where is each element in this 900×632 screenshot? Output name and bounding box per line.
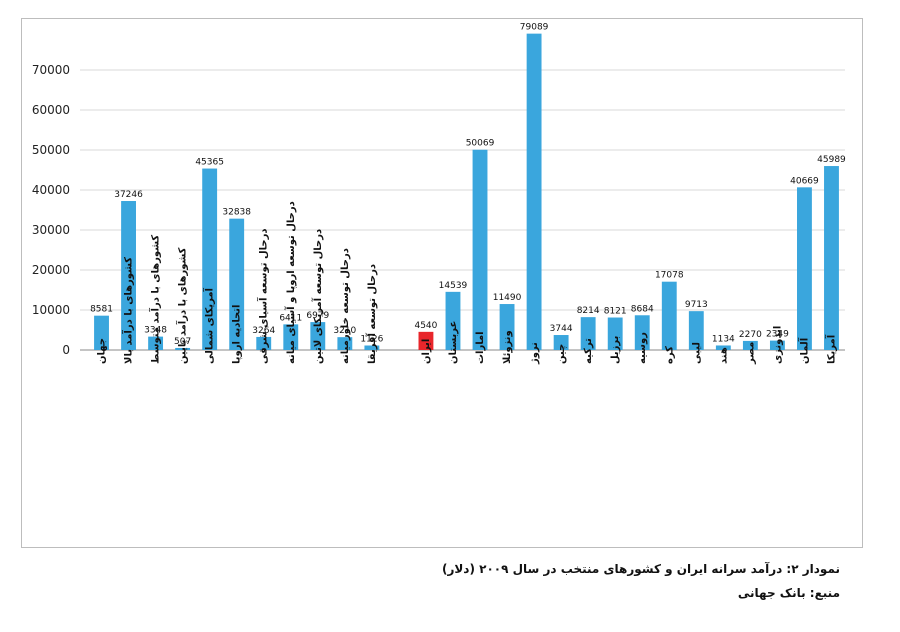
bar-value-label: 14539 [439,281,468,291]
x-tick-label: کره [664,346,675,364]
bar-value-label: 50069 [466,139,495,149]
bar-value-label: 8121 [604,307,627,317]
bar [202,168,218,350]
x-tick-label: چین [556,344,567,364]
x-tick-label: درحال توسعه آفریقا [365,264,378,364]
y-tick-label: 30000 [32,223,70,237]
bar [418,331,434,350]
bar [661,281,677,350]
bar-value-label: 45365 [195,158,224,168]
bar-value-label: 6979 [306,311,329,321]
bar-value-label: 8214 [577,306,600,316]
x-tick-label: عربستان [448,321,459,364]
bar-value-label: 9713 [685,300,708,310]
bar-value-label: 3348 [144,326,167,336]
x-tick-label: لیبی [691,342,702,364]
y-tick-label: 20000 [32,263,70,277]
bar [797,187,812,350]
x-tick-label: درحال توسعه آمریکای لاتین [311,229,324,364]
bar [94,315,109,350]
x-tick-label: ترکیه [583,338,594,364]
bar [607,317,623,350]
x-tick-label: نروژ [529,342,540,365]
bar [499,304,515,350]
y-tick-label: 40000 [32,183,70,197]
bar [229,218,245,350]
bar-value-label: 8581 [90,305,113,315]
x-tick-label: درحال توسعه آسیای شرقی [257,228,270,364]
x-tick-label: کشورهای با درآمد بالا [122,257,135,364]
bar [688,311,704,350]
bar [256,336,272,350]
x-tick-label: آمریکای شمالی [203,287,216,364]
bar-value-label: 3210 [333,326,356,336]
bar-value-label: 17078 [655,271,684,281]
bar [553,335,569,350]
x-tick-label: آمریکا [824,334,837,364]
bar-value-label: 11490 [493,293,522,303]
bar-value-label: 2349 [766,330,789,340]
income-bar-chart: 0 10000 20000 30000 40000 50000 60000 70000 8581… [32,23,846,365]
bar [310,322,326,350]
bar-value-label: 79089 [520,23,549,33]
x-tick-label: روسیه [637,332,648,364]
x-tick-label: هند [718,347,729,364]
bar [364,345,380,350]
y-tick-label: 0 [62,343,70,357]
y-tick-label: 70000 [32,63,70,77]
bar-value-label: 37246 [114,190,143,200]
x-tick-label: اتحادیه اروپا [232,305,243,365]
bar-value-label: 2270 [739,330,762,340]
bar [472,149,488,350]
x-tick-label: درحال توسعه خاورمیانه [340,248,351,364]
y-tick-label: 50000 [32,143,70,157]
x-tick-label: آلمان [797,337,810,364]
x-tick-label: ایران [421,339,432,364]
y-tick-label: 60000 [32,103,70,117]
bar-value-label: 1126 [360,334,383,344]
x-tick-label: کشورهای با درآمد پایین [176,247,189,364]
x-tick-label: اندونزی [772,326,783,364]
chart-frame [21,18,863,548]
bar-value-label: 3264 [252,326,275,336]
bar-value-label: 32838 [222,208,251,218]
bar-value-label: 6411 [279,313,302,323]
bar-value-label: 40669 [790,176,819,186]
y-tick-label: 10000 [32,303,70,317]
bar [769,340,785,350]
x-tick-label: جهان [97,338,108,364]
bar-value-label: 507 [174,337,191,347]
bar [175,347,191,350]
bar [337,337,353,350]
bar-value-label: 1134 [712,334,735,344]
x-tick-label: کشورهای با درآمد متوسط [149,235,162,364]
x-tick-label: برزیل [610,336,621,364]
x-tick-label: درحال توسعه اروپا و آسیای میانه [284,201,297,364]
x-tick-label: مصر [745,342,756,365]
chart-caption-source: منبع: بانک جهانی [737,586,840,600]
bar-value-label: 45989 [817,155,846,165]
x-tick-label: ونزوئلا [502,330,513,364]
chart-caption-title: نمودار ۲: درآمد سرانه ایران و کشورهای من… [441,562,840,576]
bar [283,324,299,350]
bar [742,340,758,350]
bar [634,315,650,350]
bar [715,345,731,350]
bar-value-label: 4540 [414,321,437,331]
bar [580,317,596,350]
bar [121,201,136,350]
bar-value-label: 3744 [550,324,573,334]
bar [445,291,461,350]
x-tick-label: امارات [475,331,486,364]
bar-value-label: 8684 [631,304,654,314]
bar [148,336,164,350]
bar [526,33,542,350]
bar [824,166,839,350]
